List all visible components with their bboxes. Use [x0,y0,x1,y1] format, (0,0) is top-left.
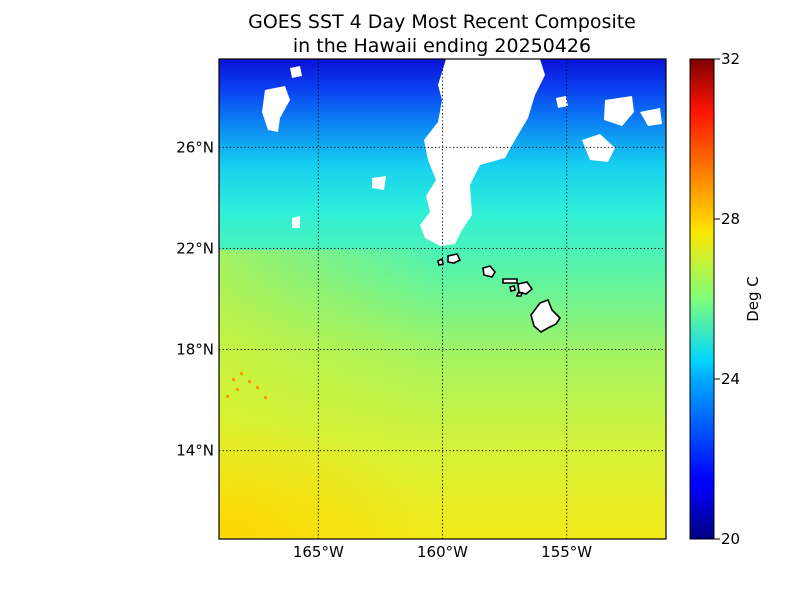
hawaiian-islands [437,253,562,333]
map-title-line-1: GOES SST 4 Day Most Recent Composite [248,11,636,33]
island-niihau [437,257,444,266]
meridian-label: 155°W [541,543,592,561]
map-title-line-2: in the Hawaii ending 20250426 [292,35,592,57]
colorbar-tick-label: 32 [721,50,740,68]
missing-data-areas [262,59,662,246]
colorbar-tick-label: 28 [721,210,740,228]
map-frame [218,58,667,540]
parallel-label: 22°N [176,239,214,257]
colorbar-gradient [689,58,715,540]
parallel-label: 26°N [176,138,214,156]
island-oahu [482,265,496,278]
axis-labels: 165°W 160°W 155°W 14°N 18°N 22°N 26°N [176,138,592,561]
colorbar-tick-label: 20 [721,530,740,548]
warm-speckles [226,372,267,399]
island-kahoolawe [515,292,524,297]
island-lanai [509,285,516,292]
meridian-label: 165°W [293,543,344,561]
parallel-label: 14°N [176,442,214,460]
colorbar-label: Deg C [744,276,762,322]
island-molokai [502,278,518,284]
meridian-label: 160°W [417,543,468,561]
colorbar: 20 24 28 32 Deg C [689,50,762,548]
colorbar-ticks: 20 24 28 32 [714,50,740,548]
colorbar-tick-label: 24 [721,370,740,388]
island-maui [517,281,534,295]
parallel-label: 18°N [176,341,214,359]
island-kauai [447,253,462,264]
island-big-island [530,298,562,333]
graticule [219,59,666,539]
